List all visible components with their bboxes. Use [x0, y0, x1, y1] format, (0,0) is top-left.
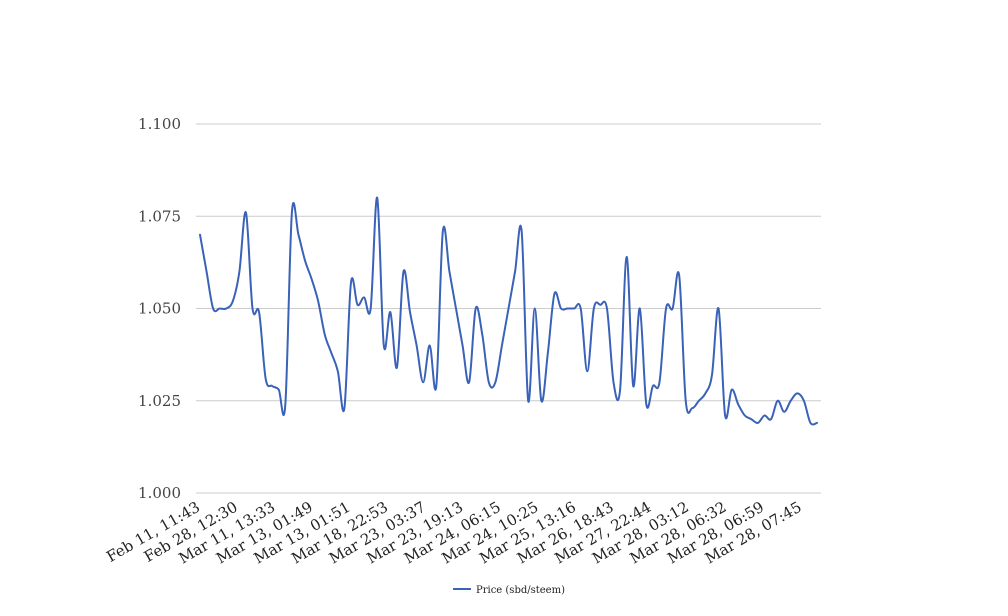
y-tick-label: 1.000	[138, 484, 181, 502]
series-line	[199, 196, 818, 426]
y-tick-label: 1.025	[138, 392, 181, 410]
legend: Price (sbd/steem)	[453, 585, 565, 596]
legend-label: Price (sbd/steem)	[476, 585, 565, 596]
series-lines	[199, 196, 818, 426]
y-tick-label: 1.050	[138, 300, 181, 318]
y-tick-label: 1.100	[138, 115, 181, 133]
y-axis-tick-labels: 1.000 1.025 1.050 1.075 1.100	[138, 115, 181, 502]
y-tick-label: 1.075	[138, 207, 181, 225]
